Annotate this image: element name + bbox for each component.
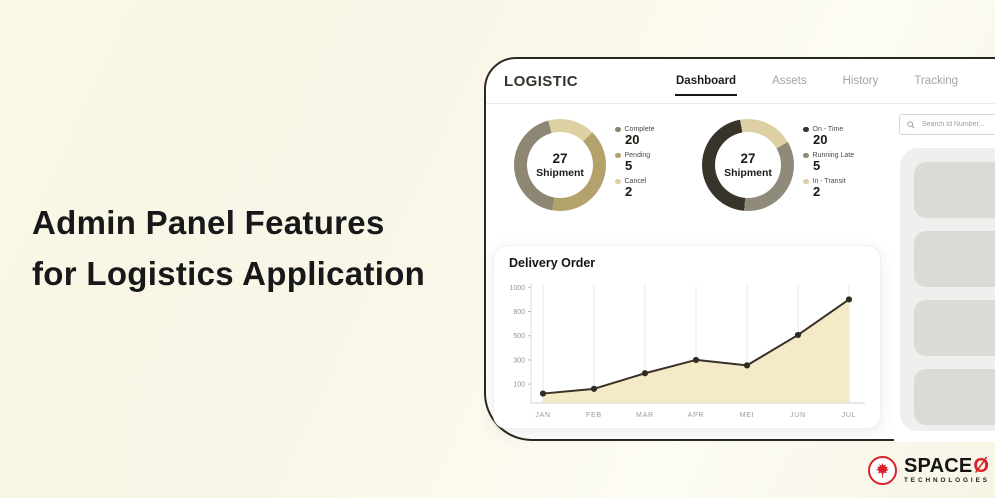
delivery-order-card: Delivery Order 100 300 500 800 1000 JAN FEB MAR… (493, 245, 881, 429)
svg-text:100: 100 (513, 382, 525, 389)
svg-text:FEB: FEB (586, 412, 602, 419)
legend-item-running-late: Running Late 5 (803, 152, 863, 173)
legend-dot (615, 178, 621, 185)
svg-text:JUN: JUN (790, 412, 806, 419)
tab-assets[interactable]: Assets (772, 75, 807, 87)
tab-dashboard[interactable]: Dashboard (674, 59, 738, 103)
legend-item-in-transit: In - Transit 2 (803, 178, 863, 199)
legend-dot (803, 152, 809, 159)
legend-dot (615, 152, 621, 159)
svg-text:500: 500 (513, 333, 525, 340)
headline-line-1: Admin Panel Features (32, 204, 385, 241)
delivery-timing-donut: 27 Shipment (702, 119, 794, 211)
search-icon (907, 120, 915, 128)
delivery-timing-legend: On - Time 20 Running Late 5 In - Transit… (803, 126, 863, 211)
legend-item-cancel: Cancel 2 (615, 178, 675, 199)
shipment-stats-section: 27 Shipment Complete 20 Pending 5 (514, 119, 863, 211)
page-title: Admin Panel Features for Logistics Appli… (32, 197, 425, 299)
nav-tabs: Dashboard Assets History Tracking (674, 59, 959, 103)
svg-text:MAR: MAR (636, 412, 654, 419)
slashed-o-icon: Ø (973, 455, 989, 478)
delivery-order-title: Delivery Order (509, 256, 596, 270)
donut-center-text: 27 Shipment (702, 119, 794, 211)
shipment-count-label: Shipment (536, 167, 584, 179)
placeholder-card (914, 369, 995, 425)
svg-text:1000: 1000 (509, 285, 525, 292)
legend-item-pending: Pending 5 (615, 152, 675, 173)
search-input[interactable] (920, 120, 995, 129)
placeholder-card (914, 162, 995, 218)
svg-text:JAN: JAN (535, 412, 551, 419)
legend-item-on-time: On - Time 20 (803, 126, 863, 147)
donut-center-text: 27 Shipment (514, 119, 606, 211)
search-box[interactable] (899, 114, 995, 135)
spaceo-wordmark: SPACE Ø TECHNOLOGIES (904, 455, 990, 485)
placeholder-card (914, 300, 995, 356)
tab-history[interactable]: History (842, 75, 879, 87)
svg-text:MEI: MEI (740, 412, 755, 419)
headline-line-2: for Logistics Application (32, 255, 426, 292)
maple-leaf-icon (868, 456, 897, 485)
dashboard-header: LOGISTIC Dashboard Assets History Tracki… (486, 59, 995, 104)
shipment-status-donut: 27 Shipment (514, 119, 606, 211)
spaceo-logo: SPACE Ø TECHNOLOGIES (868, 456, 990, 485)
shipment-count: 27 (740, 151, 756, 166)
shipment-list-panel (900, 148, 995, 431)
placeholder-card (914, 231, 995, 287)
legend-dot (615, 126, 621, 133)
svg-text:JUL: JUL (842, 412, 857, 419)
svg-text:300: 300 (513, 357, 525, 364)
delivery-order-chart: 100 300 500 800 1000 JAN FEB MAR APR MEI JUN JUL (509, 283, 865, 419)
legend-dot (803, 126, 809, 133)
svg-text:800: 800 (513, 309, 525, 316)
legend-dot (803, 178, 809, 185)
dashboard-card: LOGISTIC Dashboard Assets History Tracki… (484, 57, 995, 442)
shipment-count: 27 (552, 151, 568, 166)
legend-item-complete: Complete 20 (615, 126, 675, 147)
right-sidebar (894, 104, 995, 442)
shipment-status-legend: Complete 20 Pending 5 Cancel 2 (615, 126, 675, 211)
svg-text:APR: APR (688, 412, 705, 419)
tab-tracking[interactable]: Tracking (914, 75, 959, 87)
app-logo: LOGISTIC (504, 72, 579, 90)
shipment-count-label: Shipment (724, 167, 772, 179)
